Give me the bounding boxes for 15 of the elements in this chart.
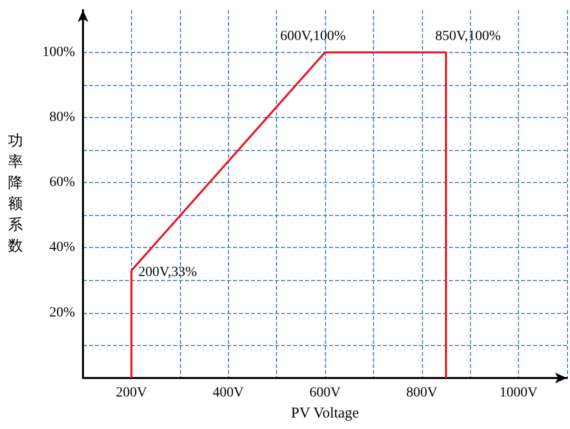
x-tick-label: 1000V: [500, 386, 538, 400]
x-axis-title: PV Voltage: [291, 406, 360, 422]
x-tick-label: 400V: [212, 386, 244, 400]
y-tick-label: 80%: [49, 110, 76, 125]
y-tick-label: 40%: [49, 240, 76, 256]
annotation: 850V,100%: [435, 28, 502, 44]
x-tick-label: 200V: [116, 386, 147, 400]
y-tick-label: 100%: [42, 44, 76, 60]
annotation: 200V,33%: [138, 265, 198, 280]
x-tick-label: 800V: [406, 386, 438, 400]
y-axis-title: 功率降额系数: [8, 132, 23, 254]
y-tick-label: 60%: [49, 175, 76, 190]
y-tick-label: 20%: [49, 305, 76, 320]
annotation: 600V,100%: [280, 28, 346, 44]
x-tick-label: 600V: [309, 386, 341, 400]
